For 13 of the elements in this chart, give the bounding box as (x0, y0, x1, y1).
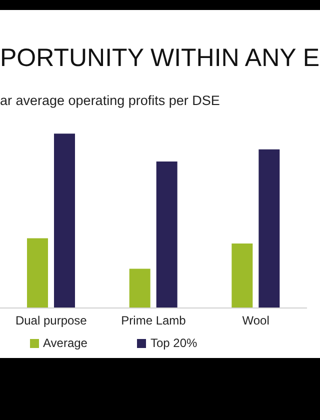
bar (258, 149, 280, 308)
x-tick-label: Prime Lamb (121, 314, 186, 328)
bar (129, 268, 150, 308)
bar (156, 162, 178, 308)
x-tick-label: Wool (242, 314, 270, 328)
x-tick-label: Dual purpose (15, 314, 88, 328)
legend-label: Average (43, 336, 88, 350)
chart-subtitle: ar average operating profits per DSE (0, 93, 220, 108)
legend-label: Top 20% (150, 336, 198, 350)
bar (27, 238, 48, 308)
chart-title: PORTUNITY WITHIN ANY E (0, 44, 320, 73)
bar (54, 134, 75, 308)
bar (232, 243, 253, 308)
